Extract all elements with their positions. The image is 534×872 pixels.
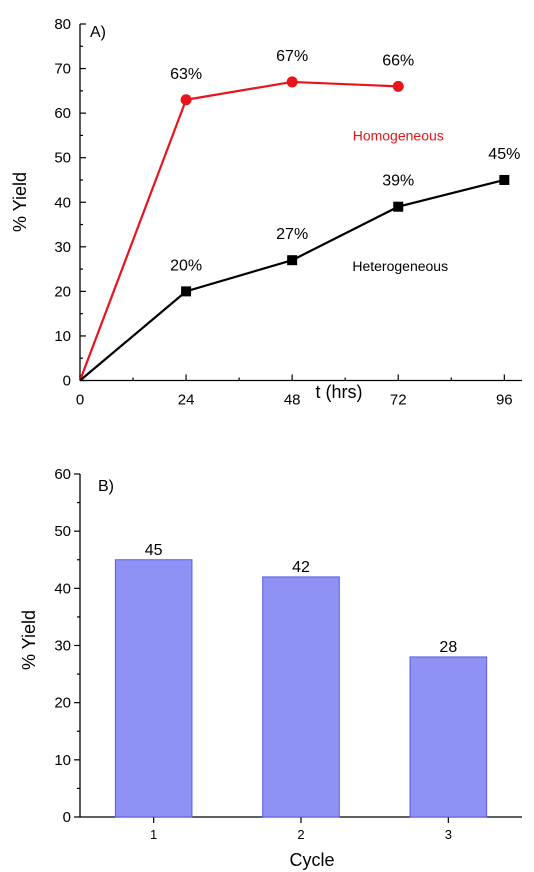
x-tick-label: 48 bbox=[284, 392, 301, 409]
y-tick-label: 30 bbox=[54, 239, 71, 256]
data-label: 27% bbox=[276, 226, 308, 243]
x-tick-label: 0 bbox=[76, 392, 84, 409]
y-tick-label: 20 bbox=[54, 283, 71, 300]
data-point bbox=[392, 80, 404, 92]
data-label: 67% bbox=[276, 48, 308, 65]
y-tick-label: 30 bbox=[54, 638, 71, 655]
data-point bbox=[181, 286, 192, 297]
x-tick-label: 96 bbox=[496, 392, 513, 409]
data-point bbox=[286, 76, 298, 88]
x-tick-label: 1 bbox=[150, 827, 157, 842]
y-tick-label: 40 bbox=[54, 194, 71, 211]
y-tick-label: 50 bbox=[54, 523, 71, 540]
data-point bbox=[393, 201, 404, 212]
y-tick-label: 0 bbox=[63, 373, 71, 390]
y-tick-label: 80 bbox=[54, 16, 71, 33]
bar bbox=[114, 559, 193, 818]
data-point bbox=[499, 174, 510, 185]
panel-label: B) bbox=[98, 478, 114, 495]
y-tick-label: 70 bbox=[54, 61, 71, 78]
series-name-label: Homogeneous bbox=[353, 127, 444, 143]
x-axis-title: t (hrs) bbox=[316, 382, 363, 402]
y-axis-title: % Yield bbox=[19, 610, 39, 670]
x-tick-label: 2 bbox=[297, 827, 304, 842]
y-axis-title: % Yield bbox=[10, 172, 30, 232]
data-label: 66% bbox=[382, 52, 414, 69]
y-tick-label: 10 bbox=[54, 752, 71, 769]
y-tick-label: 10 bbox=[54, 328, 71, 345]
bar-value-label: 42 bbox=[292, 559, 310, 576]
bar-value-label: 45 bbox=[145, 542, 163, 559]
bar-value-label: 28 bbox=[439, 639, 457, 656]
data-label: 63% bbox=[170, 66, 202, 83]
bar bbox=[409, 656, 488, 818]
y-tick-label: 20 bbox=[54, 695, 71, 712]
x-tick-label: 3 bbox=[445, 827, 452, 842]
bar bbox=[262, 576, 340, 818]
y-tick-label: 60 bbox=[54, 466, 71, 483]
data-point bbox=[287, 255, 298, 266]
panel-label: A) bbox=[90, 24, 106, 41]
x-tick-label: 24 bbox=[178, 392, 195, 409]
data-label: 39% bbox=[382, 173, 414, 190]
series-heterogeneous: 20% 27% 39% 45% Heterogeneous bbox=[79, 146, 520, 382]
series-homogeneous: 63% 67% 66% Homogeneous bbox=[78, 48, 444, 381]
series-name-label: Heterogeneous bbox=[352, 258, 448, 274]
line-chart-panel: A) t (hrs) % Yield 0 10 20 30 40 50 60 70 80 0 24 4… bbox=[10, 16, 522, 409]
data-point bbox=[180, 94, 192, 106]
y-tick-label: 0 bbox=[63, 809, 71, 826]
series-line bbox=[78, 80, 399, 381]
y-tick-label: 40 bbox=[54, 580, 71, 597]
x-axis-title: Cycle bbox=[289, 850, 334, 870]
bar-chart-panel: B) Cycle % Yield 0 10 20 30 40 50 60 1 2 3 45 42 28 bbox=[19, 466, 522, 870]
y-tick-label: 60 bbox=[54, 105, 71, 122]
data-label: 45% bbox=[488, 146, 520, 163]
x-tick-label: 72 bbox=[390, 392, 407, 409]
data-label: 20% bbox=[170, 257, 202, 274]
y-tick-label: 50 bbox=[54, 150, 71, 167]
